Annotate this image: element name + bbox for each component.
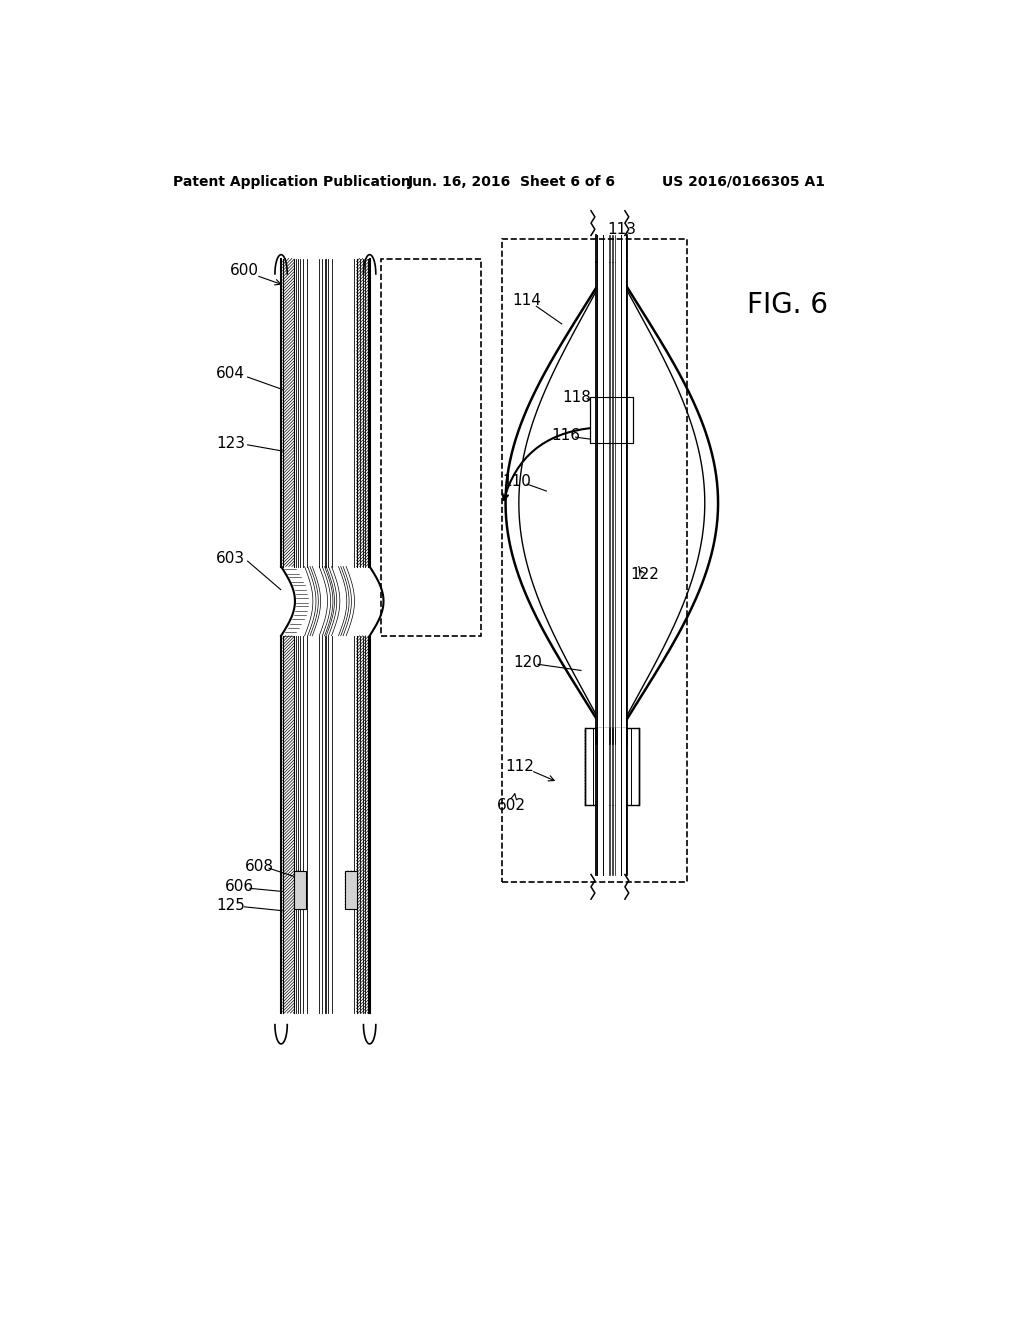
Bar <box>596 263 628 743</box>
Text: 123: 123 <box>216 436 245 451</box>
Bar <box>631 729 639 805</box>
Text: FIG. 6: FIG. 6 <box>746 290 827 318</box>
Bar <box>627 397 634 444</box>
Text: Patent Application Publication: Patent Application Publication <box>173 174 411 189</box>
Bar <box>597 729 602 805</box>
Text: 608: 608 <box>245 859 273 874</box>
Bar <box>585 729 593 805</box>
Text: 120: 120 <box>513 655 543 671</box>
Text: 116: 116 <box>551 428 581 444</box>
Text: 114: 114 <box>512 293 541 309</box>
Text: 603: 603 <box>216 552 245 566</box>
Text: 604: 604 <box>216 367 245 381</box>
Bar <box>356 259 368 566</box>
Bar <box>590 397 634 444</box>
Bar <box>621 235 627 263</box>
Bar <box>282 636 370 1014</box>
Bar <box>596 805 628 875</box>
Bar <box>345 871 356 909</box>
Bar <box>621 805 627 875</box>
Text: 118: 118 <box>563 389 592 405</box>
Text: 113: 113 <box>607 222 636 236</box>
Bar <box>283 259 294 566</box>
Bar <box>345 871 356 909</box>
Bar <box>596 729 628 805</box>
Text: 110: 110 <box>503 474 531 490</box>
Bar <box>597 263 602 743</box>
Bar <box>283 636 294 1014</box>
Text: 602: 602 <box>498 797 526 813</box>
Text: 122: 122 <box>631 566 659 582</box>
Bar <box>585 729 639 805</box>
Text: 600: 600 <box>230 263 259 277</box>
Bar <box>282 259 370 566</box>
Text: US 2016/0166305 A1: US 2016/0166305 A1 <box>662 174 825 189</box>
Bar <box>621 729 627 805</box>
Bar <box>356 636 368 1014</box>
Bar <box>590 397 597 444</box>
Text: 112: 112 <box>505 759 534 775</box>
Text: Jun. 16, 2016  Sheet 6 of 6: Jun. 16, 2016 Sheet 6 of 6 <box>408 174 615 189</box>
Bar <box>596 235 628 263</box>
Text: 125: 125 <box>216 898 245 913</box>
Text: 606: 606 <box>225 879 254 894</box>
Bar <box>621 263 627 743</box>
Bar <box>294 871 306 909</box>
Bar <box>597 235 602 263</box>
Bar <box>294 871 306 909</box>
Bar <box>597 805 602 875</box>
